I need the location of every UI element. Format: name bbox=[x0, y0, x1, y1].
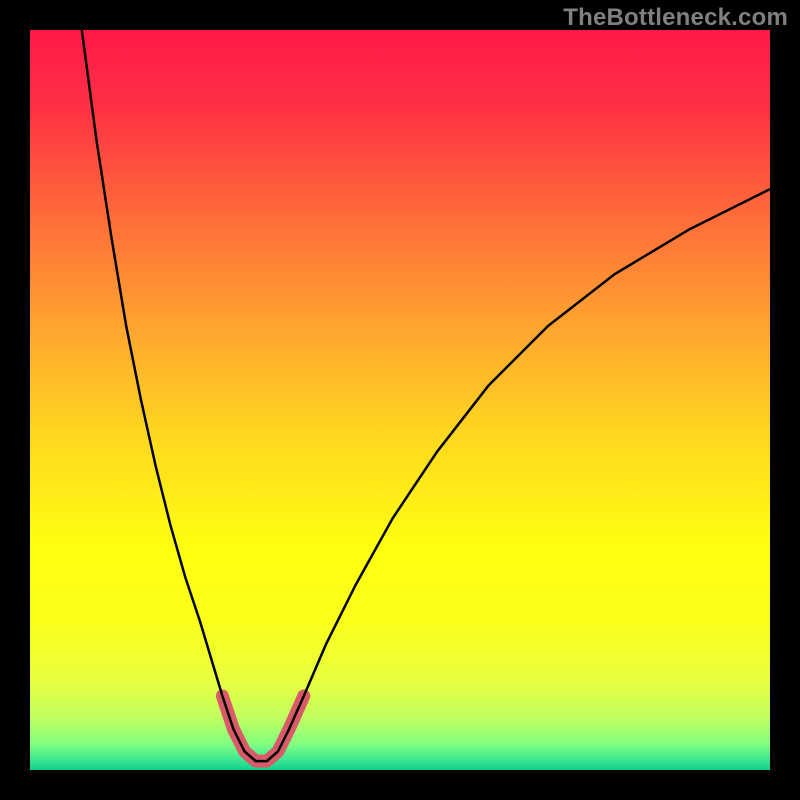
chart-container: TheBottleneck.com bbox=[0, 0, 800, 800]
bottleneck-chart bbox=[0, 0, 800, 800]
watermark-text: TheBottleneck.com bbox=[563, 4, 788, 32]
